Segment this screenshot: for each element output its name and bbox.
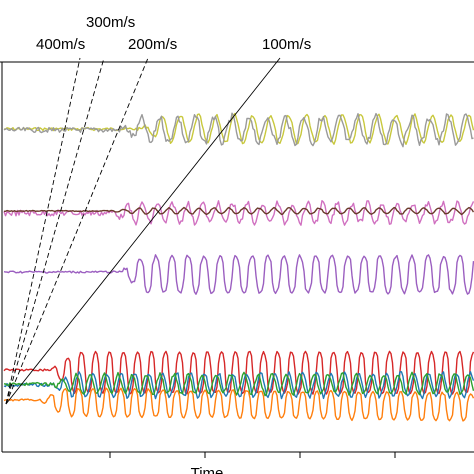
- velocity-label: 400m/s: [36, 36, 85, 53]
- series-line: [3, 254, 474, 295]
- series-line: [3, 112, 474, 148]
- series-line: [4, 206, 474, 216]
- series-line: [3, 387, 474, 422]
- series-line: [3, 371, 474, 397]
- velocity-label: 100m/s: [262, 36, 311, 53]
- velocity-line: [5, 57, 149, 405]
- velocity-label: 300m/s: [86, 14, 135, 31]
- series-line: [3, 371, 474, 400]
- x-axis-label: Time: [191, 465, 224, 474]
- velocity-line: [5, 57, 81, 405]
- velocity-line: [5, 57, 281, 405]
- velocity-lines: [5, 57, 281, 405]
- axes: [0, 61, 474, 458]
- velocity-label: 200m/s: [128, 36, 177, 53]
- velocity-line: [5, 57, 105, 405]
- series-group: [3, 112, 474, 422]
